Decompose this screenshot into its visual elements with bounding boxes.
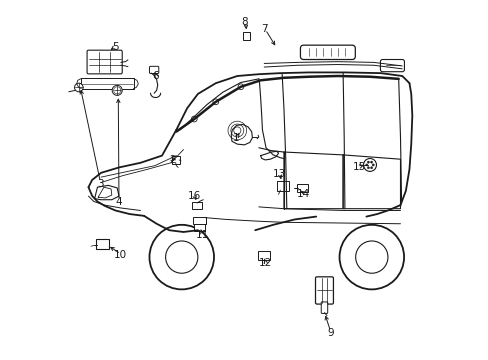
Text: 14: 14 <box>296 189 309 199</box>
FancyBboxPatch shape <box>96 239 108 249</box>
Text: 9: 9 <box>326 328 333 338</box>
Circle shape <box>370 161 372 163</box>
FancyBboxPatch shape <box>243 32 250 40</box>
FancyBboxPatch shape <box>258 251 270 260</box>
Text: 12: 12 <box>258 258 271 268</box>
FancyBboxPatch shape <box>149 66 159 73</box>
Text: 1: 1 <box>233 133 240 143</box>
Text: 5: 5 <box>112 42 119 52</box>
Text: 7: 7 <box>261 24 267 35</box>
FancyBboxPatch shape <box>193 223 204 231</box>
FancyBboxPatch shape <box>296 184 307 192</box>
Text: 16: 16 <box>187 191 201 201</box>
Text: 4: 4 <box>116 197 122 207</box>
FancyBboxPatch shape <box>321 302 327 314</box>
FancyBboxPatch shape <box>300 45 355 59</box>
Text: 6: 6 <box>152 71 159 81</box>
Circle shape <box>370 167 372 169</box>
Circle shape <box>366 161 369 163</box>
Circle shape <box>74 83 83 92</box>
FancyBboxPatch shape <box>172 156 180 163</box>
FancyBboxPatch shape <box>315 277 333 304</box>
FancyBboxPatch shape <box>191 202 202 210</box>
Text: 2: 2 <box>169 155 176 165</box>
Text: 10: 10 <box>114 250 127 260</box>
FancyBboxPatch shape <box>81 78 134 89</box>
Circle shape <box>112 85 122 95</box>
Text: 8: 8 <box>241 17 247 27</box>
Text: 3: 3 <box>97 179 103 189</box>
Circle shape <box>371 164 373 166</box>
Text: 11: 11 <box>195 230 208 239</box>
Circle shape <box>363 158 376 171</box>
Circle shape <box>366 167 369 169</box>
FancyBboxPatch shape <box>380 59 404 72</box>
FancyBboxPatch shape <box>192 217 205 225</box>
FancyBboxPatch shape <box>277 181 288 191</box>
FancyBboxPatch shape <box>87 50 122 74</box>
Circle shape <box>365 164 367 166</box>
Text: 15: 15 <box>352 162 365 172</box>
Text: 13: 13 <box>272 168 285 179</box>
